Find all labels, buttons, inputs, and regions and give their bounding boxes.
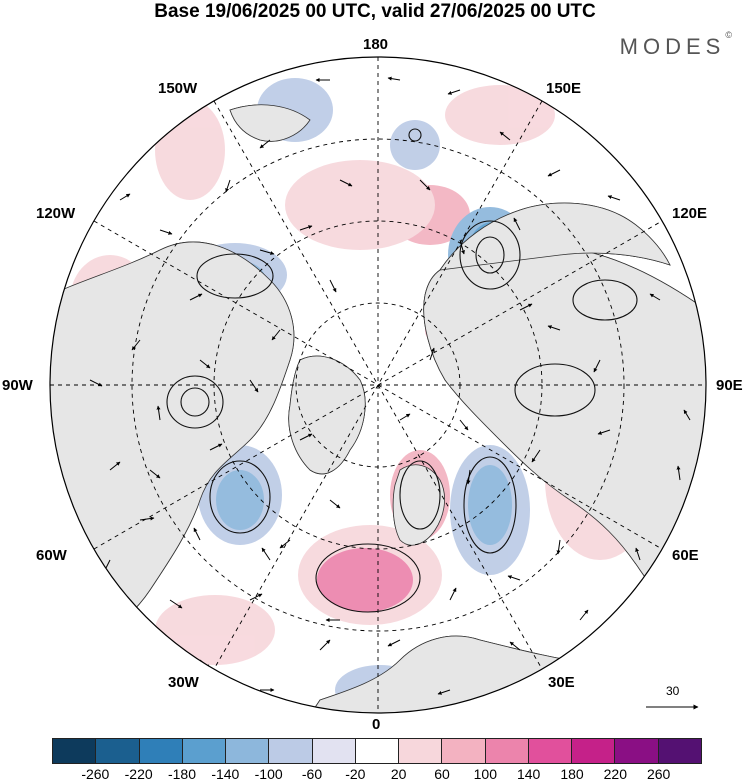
anomaly-negative bbox=[468, 465, 512, 545]
anomaly-positive bbox=[155, 595, 275, 665]
color-scale-swatch bbox=[442, 739, 486, 763]
color-scale-tick-label: 220 bbox=[603, 766, 628, 782]
color-scale-swatch bbox=[53, 739, 97, 763]
brand-text: MODES bbox=[619, 34, 726, 59]
color-scale-tick-label: 140 bbox=[516, 766, 541, 782]
color-scale-tick-label: -140 bbox=[211, 766, 240, 782]
color-scale-tick-label: -220 bbox=[124, 766, 153, 782]
color-scale-tick-label: 60 bbox=[434, 766, 450, 782]
color-scale-tick-label: 260 bbox=[646, 766, 671, 782]
color-scale-tick-label: -100 bbox=[254, 766, 283, 782]
lon-label-30w: 30W bbox=[168, 674, 199, 691]
color-scale-tick-label: -60 bbox=[301, 766, 323, 782]
color-scale-swatch bbox=[312, 739, 356, 763]
lon-label-150e: 150E bbox=[546, 80, 582, 97]
color-scale-swatch bbox=[226, 739, 270, 763]
vector-reference-label: 30 bbox=[666, 684, 680, 698]
color-scale-swatch bbox=[139, 739, 183, 763]
map-disc bbox=[50, 57, 706, 713]
anomaly-negative bbox=[390, 120, 440, 170]
graticule bbox=[50, 57, 706, 713]
color-scale-swatch bbox=[528, 739, 573, 763]
lon-label-120w: 120W bbox=[36, 205, 76, 222]
wind-vectors bbox=[89, 76, 691, 695]
color-scale-swatch bbox=[485, 739, 529, 763]
lon-label-0: 0 bbox=[372, 716, 381, 733]
anomaly-positive bbox=[445, 85, 555, 145]
color-scale-tick-label: 180 bbox=[560, 766, 584, 782]
color-scale-tick-label: -20 bbox=[345, 766, 366, 782]
lon-label-90e: 90E bbox=[716, 377, 743, 394]
color-scale-tick-label: 20 bbox=[390, 766, 407, 782]
lon-label-180: 180 bbox=[363, 36, 389, 53]
lon-label-60w: 60W bbox=[36, 547, 67, 564]
lon-label-90w: 90W bbox=[2, 377, 33, 394]
lon-label-60e: 60E bbox=[672, 547, 699, 564]
anomaly-positive bbox=[317, 548, 413, 612]
color-scale-tick-label: -260 bbox=[81, 766, 110, 782]
anomaly-positive bbox=[285, 160, 435, 250]
lon-label-30e: 30E bbox=[548, 674, 575, 691]
map-boundary bbox=[49, 56, 707, 714]
color-scale-tick-label: -180 bbox=[167, 766, 197, 782]
anomaly-negative bbox=[216, 470, 264, 530]
lon-label-120e: 120E bbox=[672, 205, 708, 222]
color-scale-swatch bbox=[182, 739, 227, 763]
color-scale-swatch bbox=[399, 739, 443, 763]
contours bbox=[166, 128, 638, 613]
color-scale-swatch bbox=[615, 739, 659, 763]
vector-reference: 30 bbox=[640, 684, 710, 724]
color-scale-swatch bbox=[355, 739, 400, 763]
color-scale-swatch bbox=[96, 739, 140, 763]
color-scale-swatch bbox=[658, 739, 701, 763]
color-scale-bar bbox=[52, 738, 702, 764]
lon-label-150w: 150W bbox=[158, 80, 198, 97]
vector-reference-arrow bbox=[646, 704, 699, 710]
color-scale-swatch bbox=[269, 739, 313, 763]
color-scale-swatch bbox=[572, 739, 616, 763]
anomaly-positive bbox=[155, 100, 225, 200]
brand-mark: © bbox=[725, 30, 732, 40]
color-scale-tick-label: 100 bbox=[473, 766, 498, 782]
color-scale-ticks: -260 -220 -180 -140 -100 -60 -20 20 60 100 140 180 2… bbox=[52, 766, 702, 783]
brand-logo: MODES© bbox=[619, 30, 732, 60]
map-title: Base 19/06/2025 00 UTC, valid 27/06/2025… bbox=[154, 1, 596, 22]
